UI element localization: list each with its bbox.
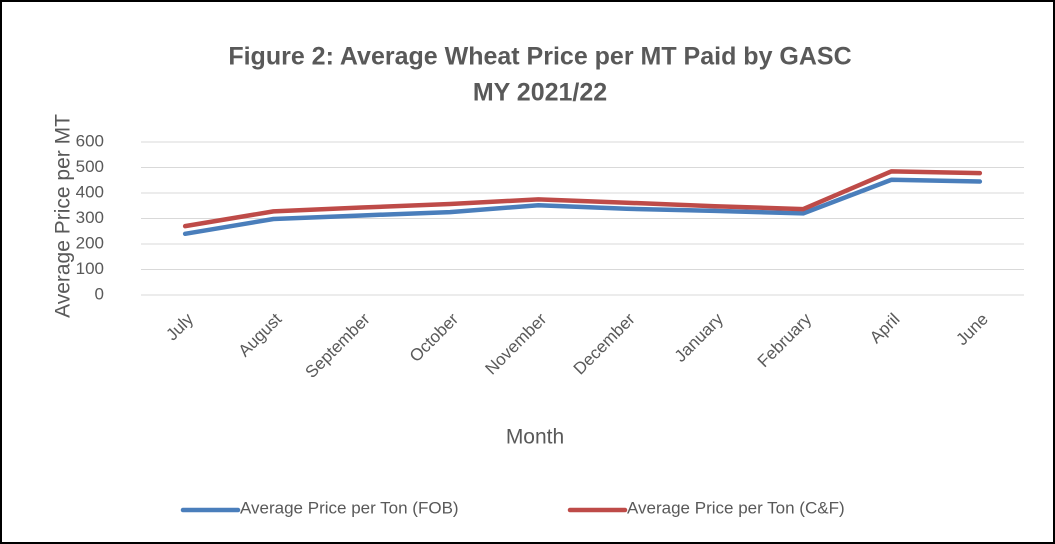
legend-label: Average Price per Ton (C&F) (627, 498, 845, 517)
x-axis-label: Month (506, 426, 564, 449)
y-tick-label: 300 (76, 208, 104, 227)
y-tick-label: 200 (76, 233, 104, 252)
chart-title: Figure 2: Average Wheat Price per MT Pai… (228, 43, 851, 71)
y-tick-label: 600 (76, 131, 104, 150)
y-tick-label: 0 (95, 284, 104, 303)
y-axis-label: Average Price per MT (52, 114, 75, 318)
legend-label: Average Price per Ton (FOB) (240, 498, 459, 517)
chart-title: MY 2021/22 (473, 79, 607, 107)
y-tick-label: 500 (76, 157, 104, 176)
series-line (182, 169, 983, 229)
series-line (182, 177, 983, 237)
y-tick-label: 400 (76, 182, 104, 201)
y-tick-label: 100 (76, 259, 104, 278)
